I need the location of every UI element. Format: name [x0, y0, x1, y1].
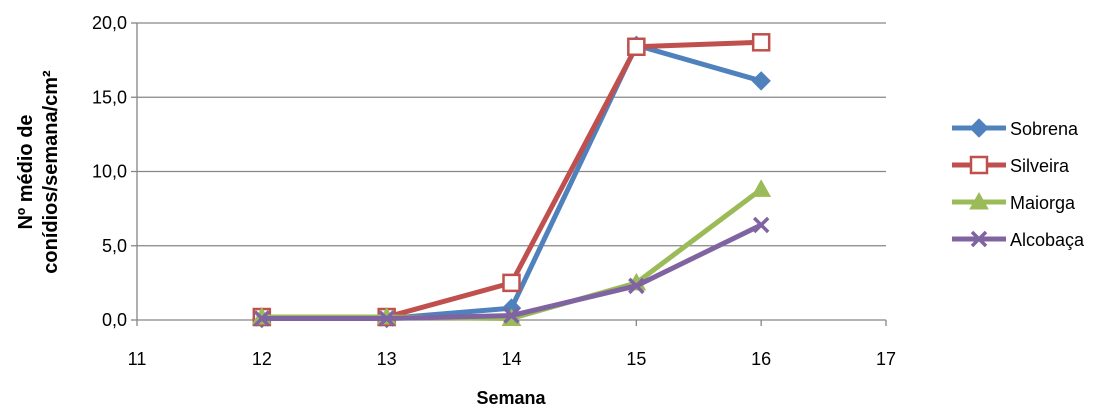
x-axis-title: Semana [476, 388, 546, 408]
legend: Sobrena Silveira Maiorga Alcobaça [952, 118, 1085, 250]
y-tick-label: 0,0 [102, 310, 127, 330]
y-tick-label: 5,0 [102, 236, 127, 256]
plot-area [251, 33, 772, 329]
x-marker-stroke [752, 216, 770, 234]
data-point-triangle [969, 191, 989, 210]
gridlines [137, 22, 886, 247]
x-marker-stroke [503, 307, 520, 324]
x-marker-stroke [253, 310, 271, 327]
legend-label: Silveira [1010, 156, 1070, 176]
x-marker-stroke [628, 277, 645, 295]
legend-label: Sobrena [1010, 119, 1079, 139]
data-point-square [627, 37, 646, 57]
data-point-diamond [751, 71, 771, 91]
data-point-square [751, 33, 771, 52]
legend-item-maiorga: Maiorga [952, 191, 1076, 213]
y-tick-label: 20,0 [92, 13, 127, 33]
series-alcobaça [253, 216, 770, 327]
data-point-diamond [969, 118, 989, 138]
x-tick-label: 16 [751, 349, 771, 369]
data-point-x [503, 307, 520, 324]
legend-item-alcobaça: Alcobaça [952, 230, 1085, 250]
data-point-square [502, 273, 521, 293]
x-marker-stroke [378, 310, 395, 327]
data-point-x [378, 310, 395, 327]
data-point-x [970, 230, 988, 248]
legend-item-silveira: Silveira [952, 155, 1070, 176]
data-point-x [253, 310, 271, 327]
data-point-square [969, 155, 989, 175]
data-point-triangle [751, 179, 772, 197]
y-tick-label: 10,0 [92, 162, 127, 182]
series-silveira [252, 33, 771, 327]
x-tick-label: 12 [252, 349, 272, 369]
data-point-x [752, 216, 770, 234]
x-tick-label: 11 [128, 349, 147, 369]
legend-label: Alcobaça [1010, 230, 1085, 250]
x-marker-stroke [970, 230, 988, 248]
data-point-x [628, 277, 645, 295]
x-tick-label: 14 [501, 349, 521, 369]
y-axis-title-line-2: conídios/semana/cm² [40, 70, 62, 274]
tick-labels: 0,0 5,0 10,0 15,0 20,0 11 12 13 14 15 16 17 [92, 13, 896, 369]
y-axis-title-line-1: Nº médio de [15, 114, 37, 229]
y-tick-label: 15,0 [92, 87, 127, 107]
x-tick-label: 13 [377, 349, 397, 369]
legend-label: Maiorga [1010, 193, 1076, 213]
x-tick-label: 15 [626, 349, 646, 369]
x-tick-label: 17 [876, 349, 896, 369]
legend-item-sobrena: Sobrena [952, 118, 1079, 139]
